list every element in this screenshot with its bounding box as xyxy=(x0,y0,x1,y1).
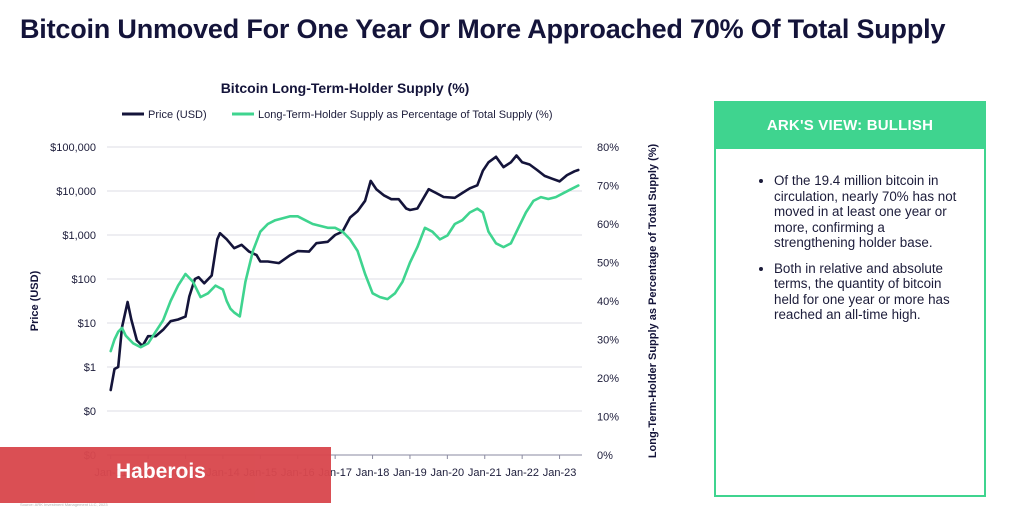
x-tick-label: Jan-22 xyxy=(505,467,539,479)
y2-tick-label: 40% xyxy=(597,296,619,308)
y2-tick-label: 30% xyxy=(597,335,619,347)
y2-tick-label: 60% xyxy=(597,219,619,231)
x-tick-label: Jan-20 xyxy=(431,467,465,479)
legend-label: Price (USD) xyxy=(148,109,207,121)
y2-tick-label: 70% xyxy=(597,181,619,193)
watermark-banner: Haberois xyxy=(0,447,331,503)
y2-tick-label: 50% xyxy=(597,258,619,270)
x-tick-label: Jan-23 xyxy=(543,467,577,479)
x-tick-label: Jan-19 xyxy=(393,467,427,479)
y-tick-label: $100 xyxy=(72,274,96,286)
x-tick-label: Jan-21 xyxy=(468,467,502,479)
y2-axis-title: Long-Term-Holder Supply as Percentage of… xyxy=(647,143,659,458)
y2-tick-label: 20% xyxy=(597,373,619,385)
ark-view-bullet: Of the 19.4 million bitcoin in circulati… xyxy=(774,173,958,251)
chart-title: Bitcoin Long-Term-Holder Supply (%) xyxy=(221,80,470,96)
price-line xyxy=(109,154,580,392)
ark-view-header: ARK'S VIEW: BULLISH xyxy=(716,103,984,149)
x-tick-label: Jan-18 xyxy=(356,467,390,479)
y-tick-label: $1 xyxy=(84,362,96,374)
ark-view-bullets: Of the 19.4 million bitcoin in circulati… xyxy=(716,173,984,323)
ltholder-chart: Bitcoin Long-Term-Holder Supply (%) $100,… xyxy=(29,80,659,479)
y-tick-label: $0 xyxy=(84,406,96,418)
ark-view-bullet: Both in relative and absolute terms, the… xyxy=(774,261,958,323)
y-tick-label: $1,000 xyxy=(62,230,96,242)
y-tick-label: $100,000 xyxy=(50,142,96,154)
y-tick-label: $10,000 xyxy=(56,186,96,198)
y-axis-title: Price (USD) xyxy=(29,270,41,331)
y-tick-label: $10 xyxy=(78,318,96,330)
legend-label: Long-Term-Holder Supply as Percentage of… xyxy=(258,109,553,121)
y2-tick-label: 0% xyxy=(597,450,613,462)
y2-tick-label: 10% xyxy=(597,412,619,424)
source-footnote: Source: ARK Investment Management LLC, 2… xyxy=(20,502,108,507)
y2-tick-label: 80% xyxy=(597,142,619,154)
ark-view-panel: ARK'S VIEW: BULLISH Of the 19.4 million … xyxy=(714,101,986,497)
ltholder-supply-line xyxy=(109,184,580,353)
headline: Bitcoin Unmoved For One Year Or More App… xyxy=(20,14,946,44)
